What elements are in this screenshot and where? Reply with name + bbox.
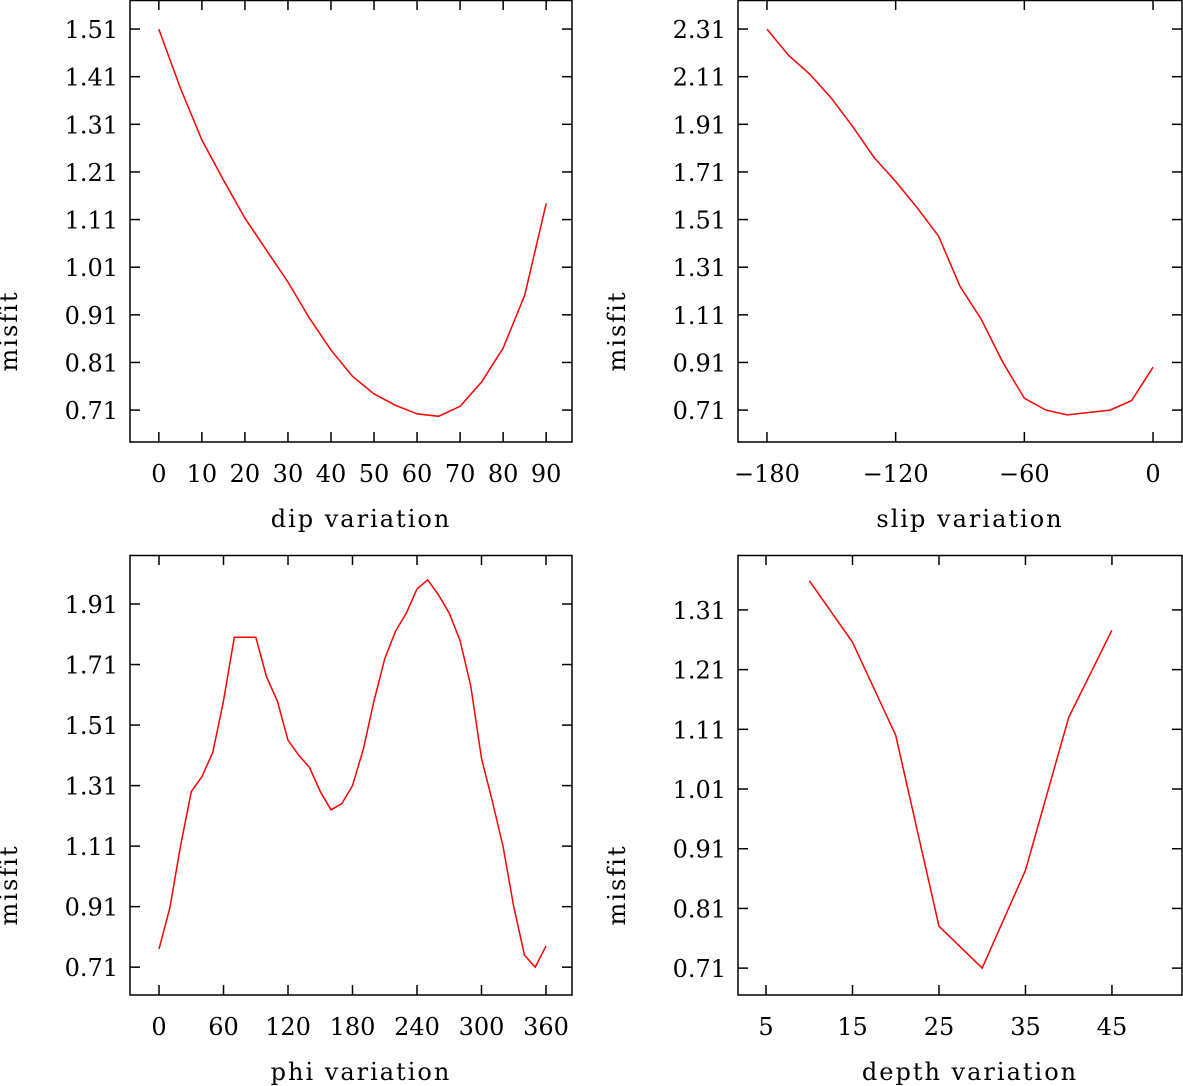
y-tick-label: 1.11 [673,302,726,330]
x-tick-label: 35 [1010,1013,1041,1041]
y-tick-label: 2.11 [673,64,726,92]
y-axis-label: misfit [0,845,23,926]
y-tick-label: 1.11 [65,833,118,861]
misfit-line [808,580,1113,970]
x-tick-label: 120 [265,1013,311,1041]
misfit-line [158,28,547,418]
y-tick-label: 1.31 [673,254,726,282]
x-tick-label: 40 [316,460,347,488]
x-tick-label: 80 [488,460,519,488]
x-axis-label: dip variation [271,505,452,533]
y-tick-label: 1.51 [65,16,118,44]
x-tick-label: 20 [230,460,261,488]
misfit-line [766,28,1154,416]
y-tick-label: 1.51 [65,712,118,740]
y-tick-label: 1.11 [65,207,118,235]
y-tick-label: 0.81 [673,895,726,923]
y-tick-label: 1.11 [673,716,726,744]
x-tick-label: −180 [734,460,800,488]
x-tick-label: 5 [758,1013,773,1041]
y-tick-label: 1.31 [673,597,726,625]
x-tick-label: 25 [924,1013,955,1041]
x-tick-label: 90 [531,460,562,488]
y-tick-label: 0.71 [65,954,118,982]
y-tick-label: 1.71 [673,159,726,187]
x-axis-label: depth variation [862,1058,1078,1086]
x-tick-label: 10 [187,460,218,488]
y-axis-label: misfit [0,291,23,372]
x-axis-label: slip variation [876,505,1063,533]
y-axis-label: misfit [603,845,631,926]
subplot-3: 0 60 120 180 240 300 360 0.71 0.91 1.11 1.31 1.51 1.… [0,554,573,1086]
plot-frame [737,554,1183,996]
y-tick-label: 0.91 [65,302,118,330]
plot-frame [129,554,573,996]
y-tick-label: 0.91 [673,349,726,377]
y-tick-label: 0.91 [673,836,726,864]
x-tick-label: 0 [1145,460,1160,488]
x-tick-label: 360 [523,1013,569,1041]
x-tick-label: 70 [445,460,476,488]
x-tick-label: 60 [402,460,433,488]
y-tick-label: 1.71 [65,652,118,680]
x-tick-label: 30 [273,460,304,488]
plot-frame [737,0,1183,443]
x-tick-label: −120 [863,460,929,488]
y-tick-label: 1.91 [65,591,118,619]
y-tick-label: 1.21 [673,657,726,685]
x-tick-label: −60 [999,460,1050,488]
y-tick-label: 1.31 [65,773,118,801]
subplot-1: 0 10 20 30 40 50 60 70 80 90 0.71 0.81 0.91 1.01 1.11 1… [0,0,573,533]
y-tick-label: 0.91 [65,894,118,922]
y-tick-label: 1.01 [65,254,118,282]
y-tick-label: 1.51 [673,207,726,235]
y-tick-label: 1.01 [673,776,726,804]
misfit-line [158,578,547,969]
x-tick-label: 50 [359,460,390,488]
x-tick-label: 15 [837,1013,868,1041]
y-tick-label: 1.21 [65,159,118,187]
x-tick-label: 300 [459,1013,505,1041]
x-tick-label: 45 [1097,1013,1128,1041]
y-tick-label: 1.91 [673,111,726,139]
y-tick-label: 1.41 [65,64,118,92]
y-tick-label: 0.71 [673,955,726,983]
y-tick-label: 1.31 [65,111,118,139]
y-tick-label: 2.31 [673,16,726,44]
subplot-4: 5 15 25 35 45 0.71 0.81 0.91 1.01 1.11 1.21 1.31 dep… [603,554,1183,1086]
x-axis-label: phi variation [271,1058,452,1086]
subplot-2: −180 −120 −60 0 0.71 0.91 1.11 1.31 1.51 1.71 1.91… [603,0,1183,533]
plot-frame [129,0,573,443]
x-tick-label: 60 [208,1013,239,1041]
x-tick-label: 180 [330,1013,376,1041]
x-tick-label: 0 [151,1013,166,1041]
x-tick-label: 0 [151,460,166,488]
y-axis-label: misfit [603,291,631,372]
x-tick-label: 240 [394,1013,440,1041]
y-tick-label: 0.71 [673,397,726,425]
y-tick-label: 0.71 [65,397,118,425]
y-tick-label: 0.81 [65,349,118,377]
